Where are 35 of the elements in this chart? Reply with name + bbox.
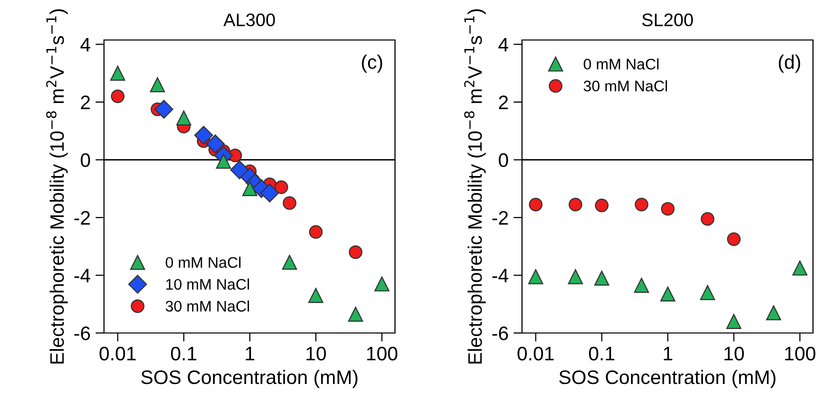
chart-title: AL300	[223, 14, 275, 26]
y-tick-label: -4	[74, 268, 90, 282]
legend-label: 0 mM NaCl	[584, 58, 658, 70]
text: Electrophoretic Mobility (10$^{−8}$ m$^{2}$V$^{−1}$s$^{−1}$)	[464, 9, 486, 364]
y-tick-label: -6	[492, 326, 508, 340]
x-tick-label: 10	[724, 346, 744, 360]
y-tick-label: 4	[80, 38, 90, 52]
y-tick-label: -6	[74, 326, 90, 340]
x-axis-title: SOS Concentration (mM)	[141, 370, 358, 388]
chart-title: SL200	[642, 14, 693, 26]
y-tick-label: -2	[74, 211, 90, 225]
x-tick-label: 0.01	[100, 346, 136, 360]
annotation: (d)	[778, 54, 800, 73]
y-tick-label: 0	[80, 153, 90, 168]
legend-label: 0 mM NaCl	[166, 256, 240, 268]
y-tick-label: 2	[498, 96, 508, 110]
x-tick-label: 1	[246, 346, 254, 360]
x-tick-label: 0.1	[589, 346, 614, 360]
y-tick-label: -2	[492, 211, 508, 225]
legend-label: 30 mM NaCl	[584, 80, 667, 92]
x-tick-label: 0.01	[518, 346, 554, 360]
x-tick-label: 1	[664, 346, 672, 360]
x-tick-label: 100	[785, 346, 816, 360]
x-tick-label: 100	[367, 346, 398, 360]
y-tick-label: 4	[498, 38, 508, 52]
x-axis-title: SOS Concentration (mM)	[559, 370, 776, 388]
annotation: (c)	[362, 54, 382, 73]
x-tick-label: 0.1	[171, 346, 196, 360]
y-tick-label: 2	[80, 96, 90, 110]
legend-label: 30 mM NaCl	[166, 300, 249, 312]
legend-label: 10 mM NaCl	[166, 278, 249, 290]
x-tick-label: 10	[306, 346, 326, 360]
y-tick-label: 0	[498, 153, 508, 168]
y-tick-label: -4	[492, 268, 508, 282]
text: Electrophoretic Mobility (10$^{−8}$ m$^{2}$V$^{−1}$s$^{−1}$)	[46, 9, 68, 364]
